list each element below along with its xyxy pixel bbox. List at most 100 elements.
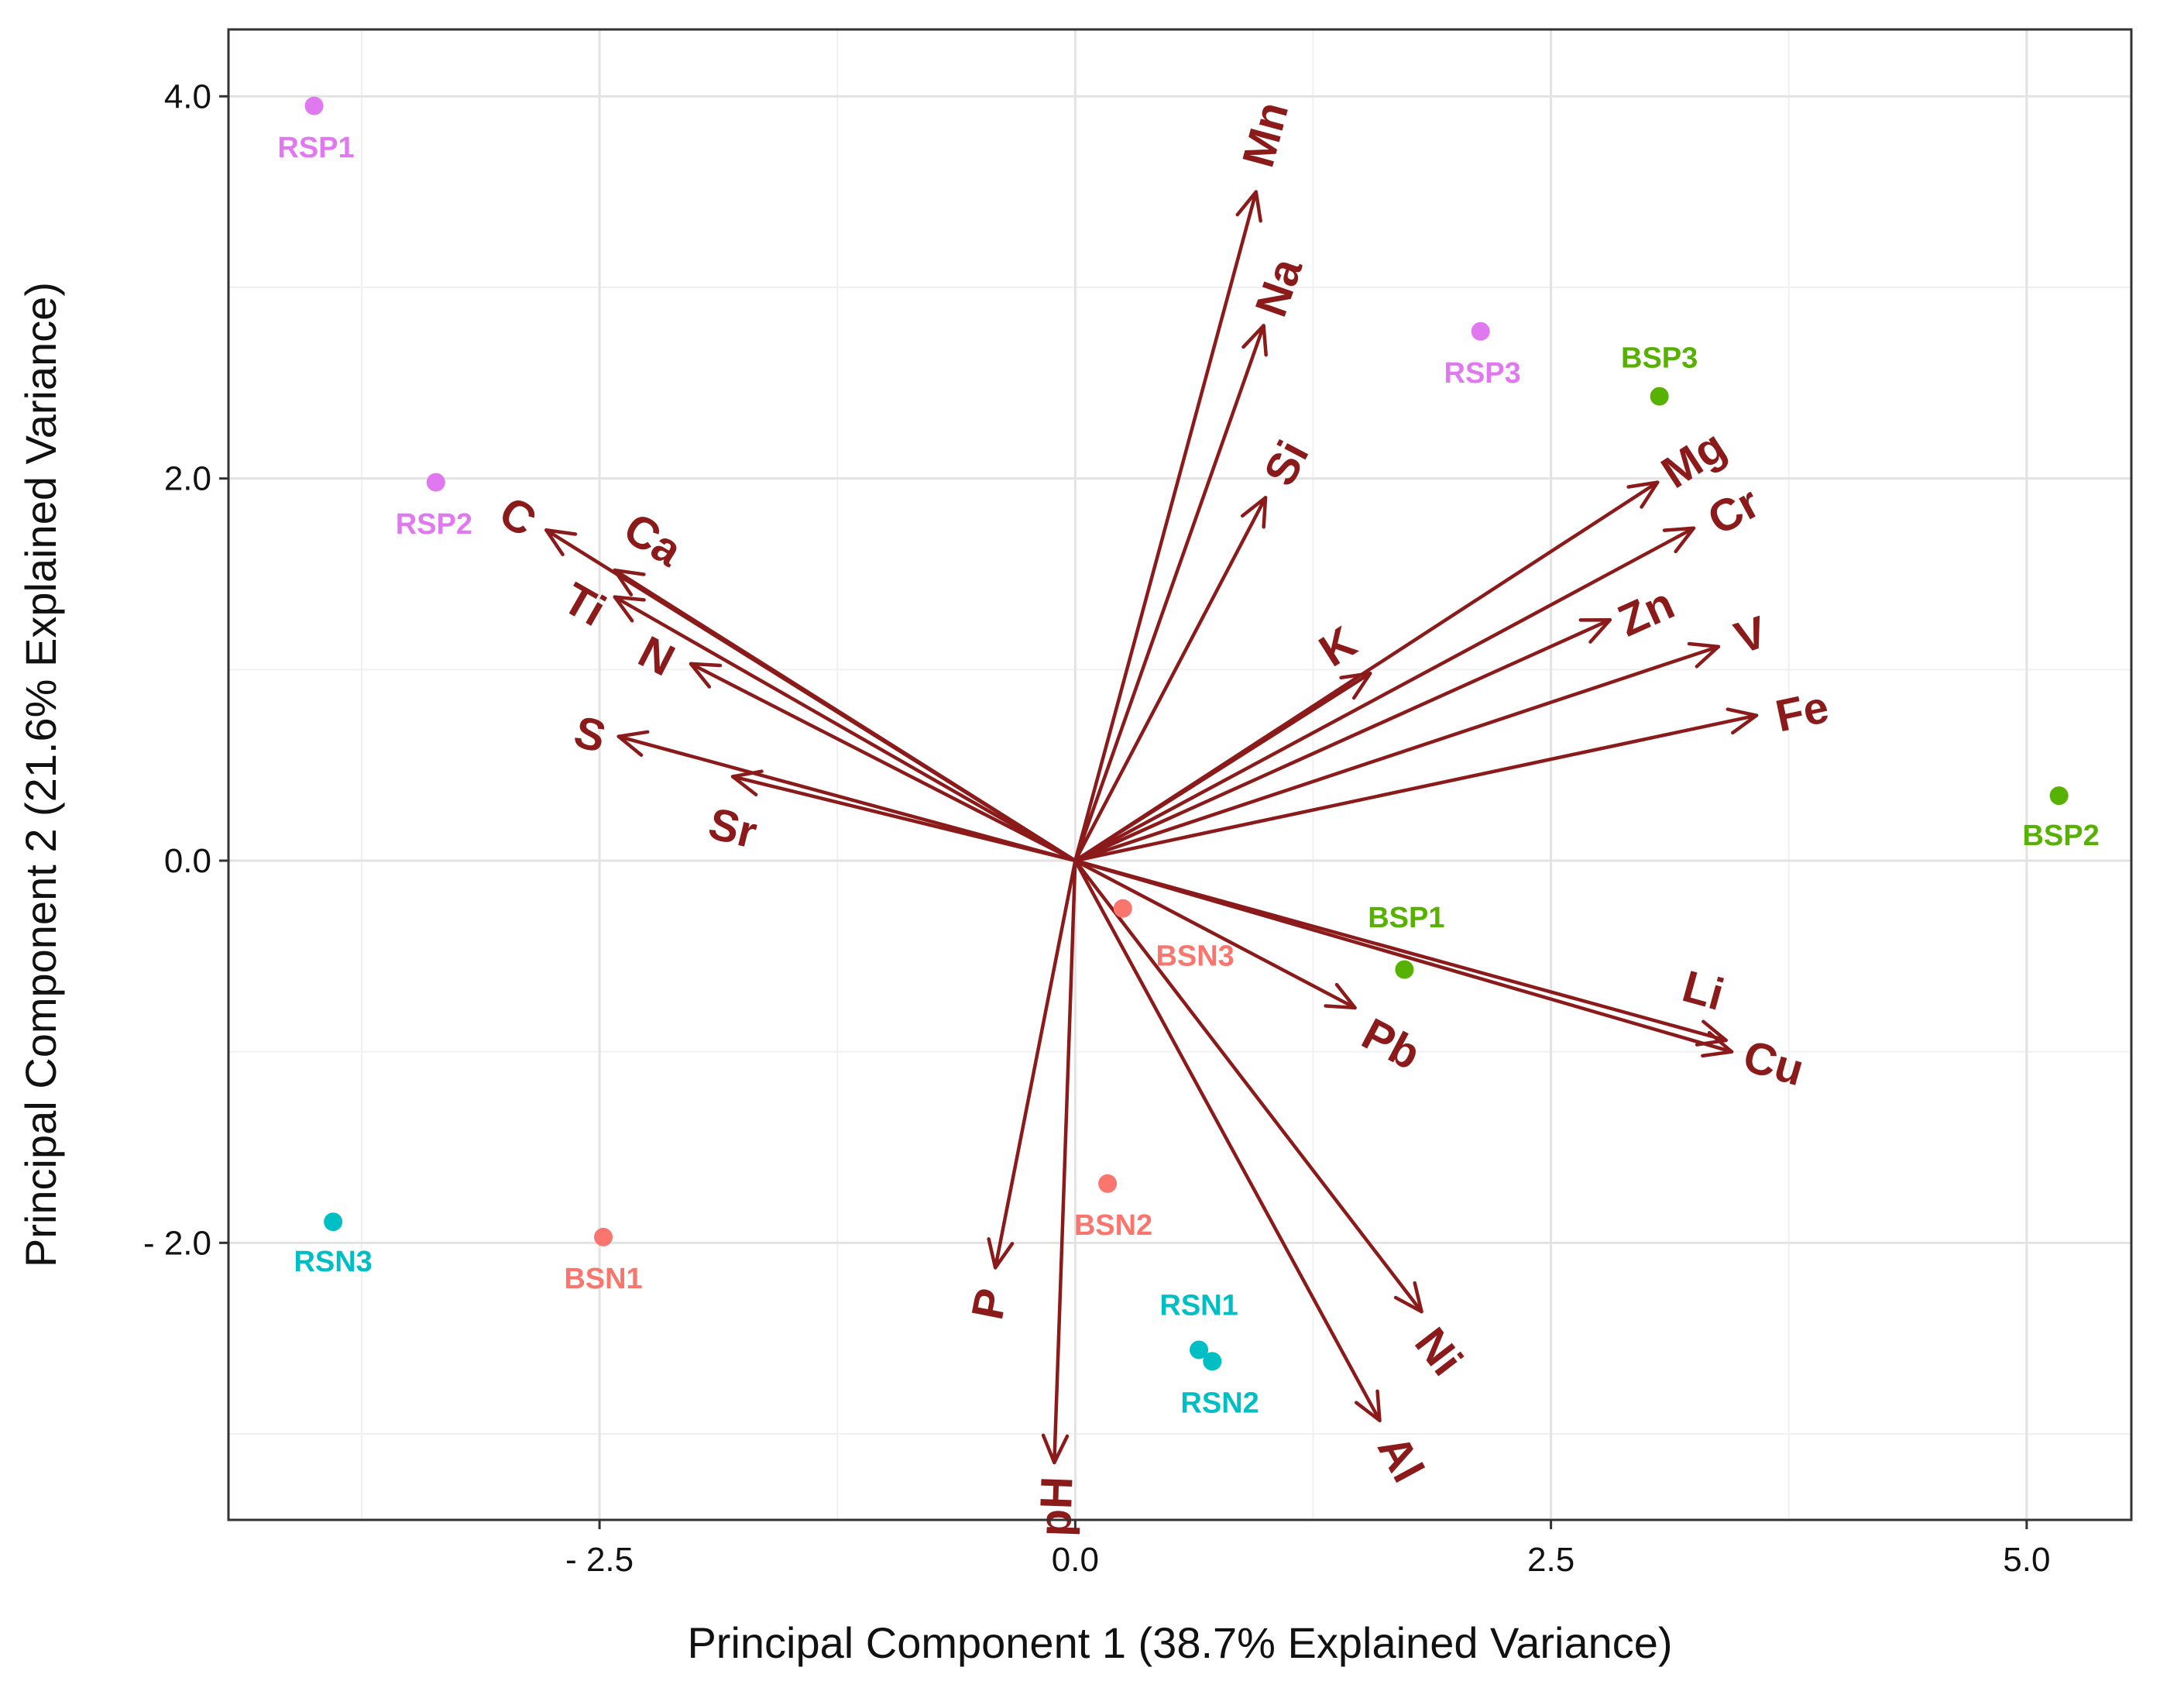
arrow-shaft [1073, 858, 1734, 1054]
sample-points [304, 96, 2069, 1371]
arrow-head [730, 769, 764, 797]
arrow-head [613, 568, 646, 596]
sample-point-rsn2 [1203, 1352, 1222, 1371]
arrow-shaft [993, 858, 1077, 1270]
arrow-shaft [1073, 858, 1423, 1314]
arrow-shaft [1073, 324, 1265, 863]
loading-label-ph: pH [1030, 1476, 1083, 1538]
arrow-head [1578, 617, 1612, 644]
sample-point-rsp1 [304, 96, 324, 115]
sample-label-rsp2: RSP2 [396, 508, 472, 541]
sample-label-rsp3: RSP3 [1444, 357, 1521, 390]
sample-label-rsn3: RSN3 [294, 1246, 372, 1278]
sample-label-bsn2: BSN2 [1074, 1209, 1152, 1242]
sample-point-rsn3 [324, 1212, 343, 1232]
arrow-shaft [613, 595, 1077, 863]
arrow-head [1241, 324, 1268, 357]
y-axis-title: Principal Component 2 (21.6% Explained V… [16, 282, 65, 1267]
arrow-sr [730, 769, 1077, 863]
arrow-head [689, 662, 723, 689]
arrow-ni [1073, 858, 1423, 1314]
sample-point-rsp3 [1471, 321, 1490, 341]
sample-label-rsp1: RSP1 [277, 132, 354, 164]
arrow-na [1073, 324, 1268, 863]
arrow-shaft [613, 568, 1077, 863]
x-tick-label: 5.0 [2003, 1541, 2050, 1579]
arrow-shaft [1073, 190, 1259, 863]
arrow-al [1073, 858, 1382, 1422]
arrow-head [1355, 1389, 1382, 1422]
x-axis-title: Principal Component 1 (38.7% Explained V… [687, 1618, 1672, 1667]
arrow-shaft [689, 662, 1077, 863]
arrow-head [1687, 641, 1721, 669]
sample-point-bsn2 [1098, 1174, 1118, 1193]
sample-point-bsp1 [1395, 960, 1414, 979]
sample-label-rsn2: RSN2 [1180, 1387, 1259, 1420]
axis-ticks: - 2.5 0.0 2.5 5.0 4.0 2.0 0.0 - 2.0 [143, 77, 2050, 1579]
arrow-pb [1073, 858, 1357, 1010]
arrow-n [689, 662, 1077, 863]
sample-label-bsp1: BSP1 [1368, 902, 1444, 934]
arrow-v [1073, 641, 1721, 863]
arrow-p [987, 858, 1077, 1270]
arrow-head [1662, 526, 1696, 554]
arrow-head [1339, 672, 1372, 700]
arrow-head [613, 595, 646, 623]
arrow-shaft [1073, 672, 1372, 863]
arrow-head [1393, 1281, 1423, 1314]
arrow-ti [613, 595, 1077, 863]
sample-point-bsn1 [594, 1227, 613, 1246]
arrow-ph [1041, 858, 1077, 1465]
arrow-shaft [1073, 713, 1759, 863]
arrow-head [987, 1237, 1015, 1270]
y-tick-label: 4.0 [164, 77, 211, 115]
sample-point-rsn1 [1190, 1340, 1209, 1360]
loading-label-sr: Sr [704, 798, 762, 858]
sample-point-bsn3 [1113, 899, 1132, 918]
loading-arrows [544, 190, 1759, 1465]
arrow-ca [613, 568, 1077, 863]
x-tick-label: 0.0 [1052, 1541, 1099, 1579]
sample-label-bsp2: BSP2 [2022, 820, 2099, 852]
arrow-head [1235, 190, 1262, 223]
sample-label-rsn1: RSN1 [1159, 1290, 1238, 1322]
y-tick-label: - 2.0 [143, 1224, 211, 1262]
arrow-shaft [1073, 645, 1721, 863]
arrow-k [1073, 672, 1372, 863]
arrow-head [1240, 496, 1268, 529]
arrow-shaft [1073, 858, 1382, 1422]
y-tick-label: 0.0 [164, 842, 211, 880]
sample-label-bsp3: BSP3 [1621, 342, 1698, 374]
arrow-mn [1073, 190, 1262, 863]
arrow-head [1726, 707, 1759, 735]
arrow-head [1626, 480, 1660, 509]
arrow-shaft [1073, 617, 1612, 863]
arrow-fe [1073, 707, 1759, 863]
arrow-head [544, 528, 578, 557]
arrow-head [1701, 1030, 1734, 1058]
arrow-shaft [1073, 496, 1268, 863]
y-tick-label: 2.0 [164, 460, 211, 498]
sample-point-bsp2 [2049, 786, 2069, 806]
arrow-si [1073, 496, 1268, 863]
arrow-head [1324, 982, 1357, 1010]
arrow-shaft [1053, 858, 1077, 1465]
arrow-head [616, 730, 650, 757]
arrow-shaft [730, 775, 1077, 863]
x-tick-label: - 2.5 [565, 1541, 634, 1579]
arrow-cu [1073, 858, 1734, 1058]
arrow-cr [1073, 526, 1696, 863]
sample-point-rsp2 [426, 473, 445, 492]
arrow-head [1041, 1433, 1070, 1465]
x-tick-label: 2.5 [1527, 1541, 1574, 1579]
arrow-shaft [1073, 526, 1696, 863]
arrow-s [616, 730, 1077, 863]
plot-frame [227, 28, 2133, 1521]
arrow-shaft [616, 734, 1077, 863]
sample-label-bsn3: BSN3 [1156, 940, 1234, 972]
arrow-shaft [1073, 858, 1357, 1010]
sample-point-bsp3 [1650, 387, 1669, 406]
loading-label-fe: Fe [1771, 682, 1833, 742]
